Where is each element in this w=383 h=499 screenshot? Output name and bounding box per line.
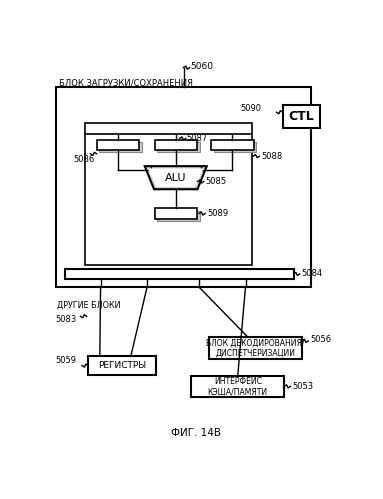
Text: БЛОК ЗАГРУЗКИ/СОХРАНЕНИЯ: БЛОК ЗАГРУЗКИ/СОХРАНЕНИЯ xyxy=(59,78,193,87)
Bar xyxy=(85,123,252,265)
Bar xyxy=(56,87,311,287)
Bar xyxy=(157,211,200,221)
Bar xyxy=(155,209,198,219)
Text: 5088: 5088 xyxy=(261,152,282,161)
Text: CTL: CTL xyxy=(288,110,314,123)
Bar xyxy=(214,142,256,152)
Text: 5053: 5053 xyxy=(293,382,314,391)
Bar xyxy=(88,356,156,375)
Text: БЛОК ДЕКОДИРОВАНИЯ/
ДИСПЕТЧЕРИЗАЦИИ: БЛОК ДЕКОДИРОВАНИЯ/ ДИСПЕТЧЕРИЗАЦИИ xyxy=(206,338,305,358)
Polygon shape xyxy=(148,169,204,187)
Text: ФИГ. 14В: ФИГ. 14В xyxy=(171,428,221,438)
Bar xyxy=(99,142,142,152)
Bar xyxy=(155,140,198,150)
Text: РЕГИСТРЫ: РЕГИСТРЫ xyxy=(98,361,146,370)
Text: 5086: 5086 xyxy=(74,155,95,164)
Text: 5090: 5090 xyxy=(240,104,261,113)
Bar xyxy=(157,142,200,152)
Bar xyxy=(211,140,254,150)
Text: 5083: 5083 xyxy=(56,315,77,324)
Text: 5089: 5089 xyxy=(208,209,229,218)
Bar xyxy=(97,140,139,150)
Text: ALU: ALU xyxy=(165,173,187,183)
Text: 5087: 5087 xyxy=(187,134,208,143)
Bar xyxy=(283,104,320,128)
Text: ДРУГИЕ БЛОКИ: ДРУГИЕ БЛОКИ xyxy=(57,300,121,309)
Text: 5084: 5084 xyxy=(301,269,322,278)
Text: 5085: 5085 xyxy=(205,177,226,186)
Polygon shape xyxy=(145,166,207,189)
Text: 5056: 5056 xyxy=(311,335,332,344)
Text: 5059: 5059 xyxy=(56,356,77,365)
Bar xyxy=(65,269,293,278)
Bar xyxy=(209,337,302,359)
Text: 5060: 5060 xyxy=(190,61,213,70)
Bar xyxy=(191,376,284,397)
Text: ИНТЕРФЕЙС
КЭША/ПАМЯТИ: ИНТЕРФЕЙС КЭША/ПАМЯТИ xyxy=(208,377,268,396)
